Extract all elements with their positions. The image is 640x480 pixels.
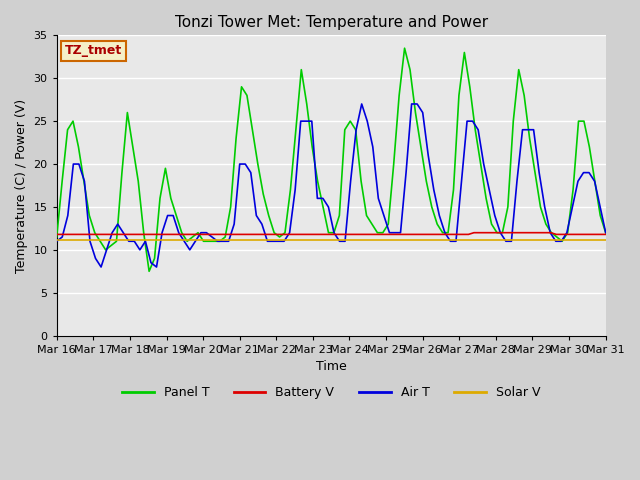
Battery V: [190, 231, 198, 237]
X-axis label: Time: Time: [316, 360, 347, 373]
Panel T: [53, 234, 61, 240]
Air T: [53, 239, 61, 244]
Solar V: [92, 237, 99, 242]
Title: Tonzi Tower Met: Temperature and Power: Tonzi Tower Met: Temperature and Power: [175, 15, 488, 30]
Battery V: [437, 231, 445, 237]
Air T: [341, 239, 349, 244]
Panel T: [145, 268, 153, 274]
Air T: [391, 230, 399, 236]
Air T: [358, 101, 365, 107]
Solar V: [437, 237, 445, 242]
Panel T: [401, 45, 408, 51]
Legend: Panel T, Battery V, Air T, Solar V: Panel T, Battery V, Air T, Solar V: [117, 382, 545, 405]
Air T: [602, 230, 609, 236]
Line: Panel T: Panel T: [57, 48, 605, 271]
Line: Battery V: Battery V: [57, 233, 605, 234]
Solar V: [465, 237, 472, 242]
Panel T: [178, 230, 186, 236]
Battery V: [602, 231, 609, 237]
Solar V: [382, 237, 390, 242]
Solar V: [190, 237, 198, 242]
Battery V: [470, 230, 478, 236]
Text: TZ_tmet: TZ_tmet: [65, 44, 122, 57]
Air T: [186, 247, 194, 253]
Air T: [164, 213, 172, 218]
Panel T: [493, 230, 501, 236]
Panel T: [308, 144, 316, 150]
Solar V: [53, 237, 61, 242]
Solar V: [305, 237, 313, 242]
Panel T: [161, 166, 169, 171]
Battery V: [465, 231, 472, 237]
Air T: [97, 264, 105, 270]
Solar V: [602, 237, 609, 242]
Y-axis label: Temperature (C) / Power (V): Temperature (C) / Power (V): [15, 98, 28, 273]
Battery V: [92, 231, 99, 237]
Line: Air T: Air T: [57, 104, 605, 267]
Panel T: [602, 230, 609, 236]
Battery V: [53, 231, 61, 237]
Panel T: [450, 187, 458, 192]
Air T: [585, 170, 593, 176]
Battery V: [382, 231, 390, 237]
Panel T: [536, 204, 544, 210]
Air T: [568, 204, 576, 210]
Battery V: [305, 231, 313, 237]
